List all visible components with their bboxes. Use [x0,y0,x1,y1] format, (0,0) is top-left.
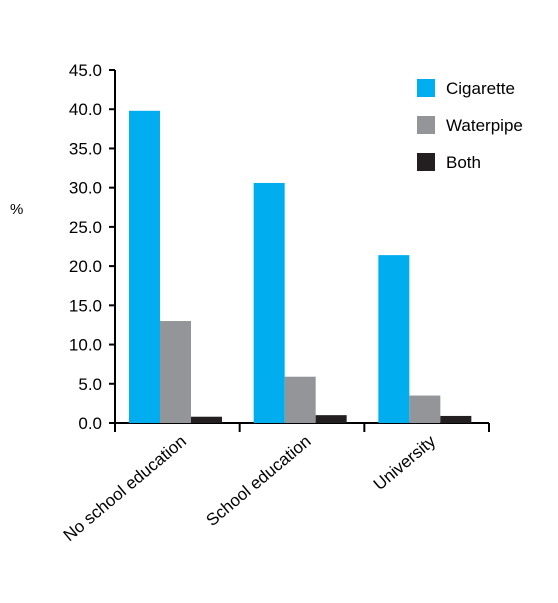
y-axis: 0.0 5.0 10.0 15.0 20.0 25.0 30.0 35.0 40.0 45.0 [69,61,116,433]
x-axis: No school education School education Unive… [60,422,490,546]
bar-both-3 [440,415,472,423]
legend-swatch-waterpipe [417,116,435,134]
legend-label-both: Both [446,153,481,172]
bar-waterpipe-3 [409,395,441,423]
bars [129,110,472,424]
y-tick-label: 30.0 [69,179,102,198]
legend-label-cigarette: Cigarette [446,79,515,98]
y-axis-label: % [10,201,23,218]
legend: Cigarette Waterpipe Both [417,79,523,172]
x-category-label: No school education [60,432,190,546]
y-tick-label: 15.0 [69,296,102,315]
y-tick-label: 5.0 [78,375,102,394]
bar-waterpipe-2 [284,376,316,423]
legend-label-waterpipe: Waterpipe [446,116,523,135]
bar-both-1 [191,416,222,423]
y-tick-label: 25.0 [69,218,102,237]
y-tick-label: 35.0 [69,139,102,158]
bar-both-2 [315,415,347,423]
legend-swatch-both [417,153,435,171]
bar-cigarette-3 [378,255,410,423]
x-category-label: University [370,431,440,494]
bar-waterpipe-1 [160,321,191,423]
y-tick-label: 10.0 [69,336,102,355]
x-category-label: School education [202,432,314,530]
bar-cigarette-2 [253,182,285,423]
y-tick-label: 0.0 [78,414,102,433]
y-tick-label: 40.0 [69,100,102,119]
y-tick-label: 20.0 [69,257,102,276]
legend-swatch-cigarette [417,79,435,97]
bar-cigarette-1 [129,110,160,424]
y-tick-label: 45.0 [69,61,102,80]
